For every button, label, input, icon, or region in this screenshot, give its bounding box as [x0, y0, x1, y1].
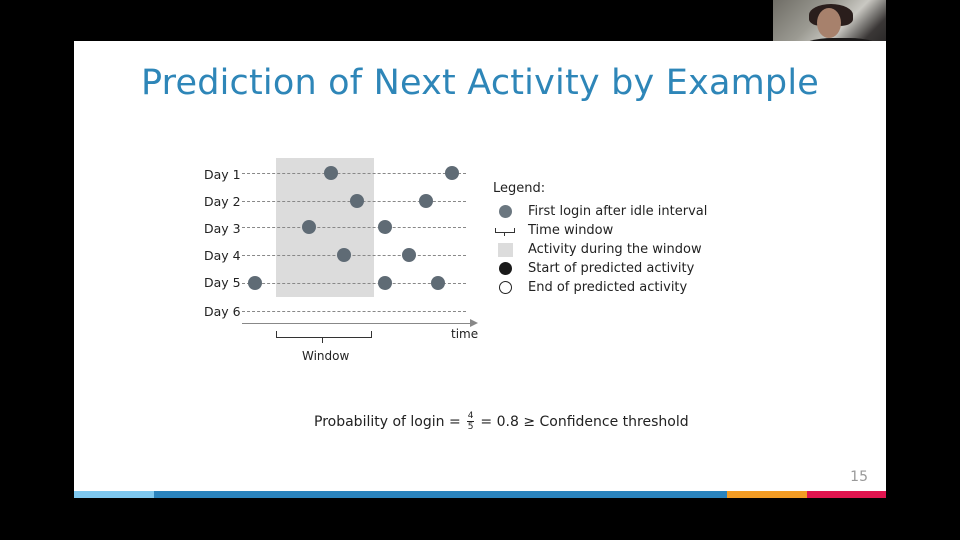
window-brace-tick [322, 338, 323, 343]
login-dot-icon [378, 220, 392, 234]
login-dot-icon [248, 276, 262, 290]
login-dot-icon [302, 220, 316, 234]
day-label: Day 1 [204, 167, 241, 182]
day-1-line [242, 173, 466, 174]
login-dot-icon [431, 276, 445, 290]
day-3-line [242, 227, 466, 228]
legend-item: Activity during the window [493, 240, 707, 259]
login-dot-icon [419, 194, 433, 208]
grey-box-icon [497, 242, 513, 257]
window-label: Window [302, 349, 350, 363]
fraction-denominator: 5 [467, 422, 474, 432]
open-circle-icon [498, 281, 512, 294]
day-6-line [242, 311, 466, 312]
slide: Prediction of Next Activity by Example D… [74, 41, 886, 498]
time-axis [242, 323, 470, 324]
day-label: Day 4 [204, 248, 241, 263]
day-label: Day 3 [204, 221, 241, 236]
login-dot-icon [378, 276, 392, 290]
login-dot-icon [350, 194, 364, 208]
login-dot-icon [402, 248, 416, 262]
legend-item: First login after idle interval [493, 202, 707, 221]
legend-label: Time window [528, 223, 614, 238]
window-brace-icon [276, 331, 372, 338]
legend-item: Time window [493, 221, 707, 240]
legend-label: First login after idle interval [528, 204, 708, 219]
login-dot-icon [445, 166, 459, 180]
day-5-line [242, 283, 466, 284]
legend-item: Start of predicted activity [493, 259, 707, 278]
legend-item: End of predicted activity [493, 278, 707, 297]
legend-label: Start of predicted activity [528, 261, 695, 276]
black-dot-icon [498, 262, 512, 275]
probability-formula: Probability of login = 4 5 = 0.8 ≥ Confi… [314, 411, 689, 432]
axis-label: time [451, 327, 479, 341]
legend-title: Legend: [493, 181, 546, 196]
formula-fraction: 4 5 [466, 411, 475, 432]
legend: Legend: First login after idle interval … [493, 181, 707, 297]
footer-segment-light-blue [74, 491, 154, 498]
fraction-numerator: 4 [466, 411, 475, 422]
login-dot-icon [324, 166, 338, 180]
footer-segment-red [807, 491, 886, 498]
webcam-face [817, 8, 841, 38]
formula-suffix: = 0.8 ≥ Confidence threshold [480, 413, 689, 430]
day-4-line [242, 255, 466, 256]
footer-color-bar [74, 491, 886, 498]
legend-label: Activity during the window [528, 242, 702, 257]
legend-label: End of predicted activity [528, 280, 688, 295]
timeline-diagram: Day 1 Day 2 Day 3 Day 4 Day 5 Day 6 time… [190, 151, 490, 381]
login-dot-icon [337, 248, 351, 262]
grey-dot-icon [498, 205, 512, 218]
page-number: 15 [850, 469, 868, 485]
day-label: Day 2 [204, 194, 241, 209]
slide-title: Prediction of Next Activity by Example [140, 63, 820, 103]
day-label: Day 6 [204, 304, 241, 319]
arrow-right-icon [470, 319, 478, 327]
footer-segment-orange [727, 491, 807, 498]
footer-segment-blue [154, 491, 727, 498]
day-label: Day 5 [204, 275, 241, 290]
brace-icon [495, 228, 515, 236]
formula-prefix: Probability of login = [314, 413, 461, 430]
